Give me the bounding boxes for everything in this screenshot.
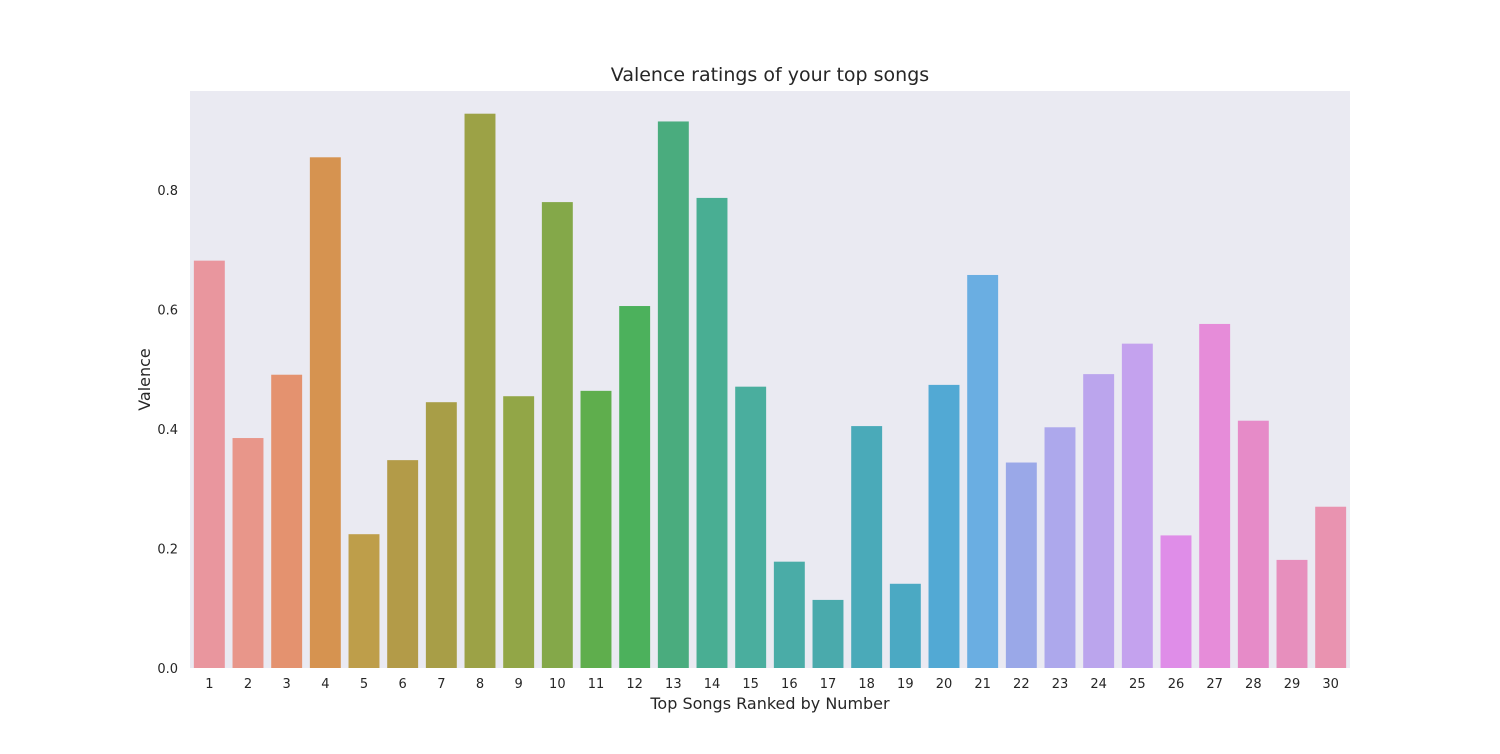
- bar-song-14: [696, 197, 728, 669]
- x-tick-label: 10: [549, 677, 566, 692]
- y-tick-label: 0.6: [157, 304, 178, 319]
- bar-song-5: [348, 534, 380, 668]
- y-axis-ticks: 0.0 0.2 0.4 0.6 0.8: [157, 184, 178, 677]
- bar-song-13: [657, 121, 689, 668]
- x-tick-label: 29: [1284, 677, 1301, 692]
- x-tick-label: 5: [360, 677, 368, 692]
- x-tick-label: 2: [244, 677, 252, 692]
- bar-song-8: [464, 113, 496, 668]
- bars-layer: [193, 113, 1347, 669]
- plot-background: [190, 91, 1350, 668]
- bar-song-21: [967, 274, 999, 668]
- x-tick-label: 4: [321, 677, 329, 692]
- x-tick-label: 7: [437, 677, 445, 692]
- x-tick-label: 20: [936, 677, 953, 692]
- x-axis-ticks: 1 2 3 4 5 6 7 8 9 10 11 12 13 14 15 16 17 18 19 20 21 22 23 24 2…: [205, 677, 1339, 692]
- bar-song-17: [812, 599, 844, 668]
- bar-song-28: [1237, 420, 1269, 668]
- bar-song-4: [309, 157, 341, 669]
- x-tick-label: 6: [399, 677, 407, 692]
- y-tick-label: 0.0: [157, 662, 178, 677]
- x-tick-label: 13: [665, 677, 682, 692]
- x-tick-label: 23: [1052, 677, 1069, 692]
- bar-song-18: [851, 426, 883, 668]
- bar-song-12: [619, 306, 651, 668]
- bar-song-3: [271, 374, 303, 668]
- x-tick-label: 19: [897, 677, 914, 692]
- y-axis-label: Valence: [135, 348, 154, 411]
- x-tick-label: 27: [1206, 677, 1223, 692]
- bar-song-16: [773, 561, 805, 668]
- x-tick-label: 28: [1245, 677, 1262, 692]
- x-tick-label: 16: [781, 677, 798, 692]
- bar-song-11: [580, 390, 612, 668]
- x-tick-label: 24: [1090, 677, 1107, 692]
- x-tick-label: 8: [476, 677, 484, 692]
- chart-title: Valence ratings of your top songs: [611, 64, 929, 86]
- bar-song-1: [193, 260, 225, 668]
- x-tick-label: 30: [1322, 677, 1339, 692]
- x-tick-label: 26: [1168, 677, 1185, 692]
- bar-song-2: [232, 438, 264, 668]
- x-tick-label: 18: [858, 677, 875, 692]
- x-tick-label: 12: [626, 677, 643, 692]
- bar-song-27: [1199, 323, 1231, 668]
- x-tick-label: 9: [515, 677, 523, 692]
- y-tick-label: 0.4: [157, 423, 178, 438]
- x-tick-label: 1: [205, 677, 213, 692]
- x-tick-label: 11: [588, 677, 605, 692]
- y-tick-label: 0.8: [157, 184, 178, 199]
- bar-song-15: [735, 386, 767, 668]
- bar-song-6: [387, 460, 419, 668]
- x-tick-label: 3: [283, 677, 291, 692]
- bar-song-30: [1315, 506, 1347, 668]
- y-tick-label: 0.2: [157, 543, 178, 558]
- x-tick-label: 15: [742, 677, 759, 692]
- bar-song-25: [1121, 343, 1153, 668]
- x-tick-label: 14: [704, 677, 721, 692]
- bar-song-23: [1044, 427, 1076, 668]
- bar-song-24: [1083, 374, 1115, 668]
- x-tick-label: 21: [974, 677, 991, 692]
- bar-song-22: [1005, 462, 1037, 668]
- bar-song-10: [541, 202, 573, 668]
- x-tick-label: 22: [1013, 677, 1030, 692]
- x-tick-label: 17: [820, 677, 837, 692]
- bar-song-29: [1276, 559, 1308, 668]
- bar-song-20: [928, 384, 960, 668]
- bar-song-7: [425, 402, 457, 668]
- x-tick-label: 25: [1129, 677, 1146, 692]
- bar-song-26: [1160, 535, 1192, 668]
- x-axis-label: Top Songs Ranked by Number: [649, 694, 890, 713]
- bar-song-19: [889, 583, 921, 668]
- bar-song-9: [503, 396, 535, 668]
